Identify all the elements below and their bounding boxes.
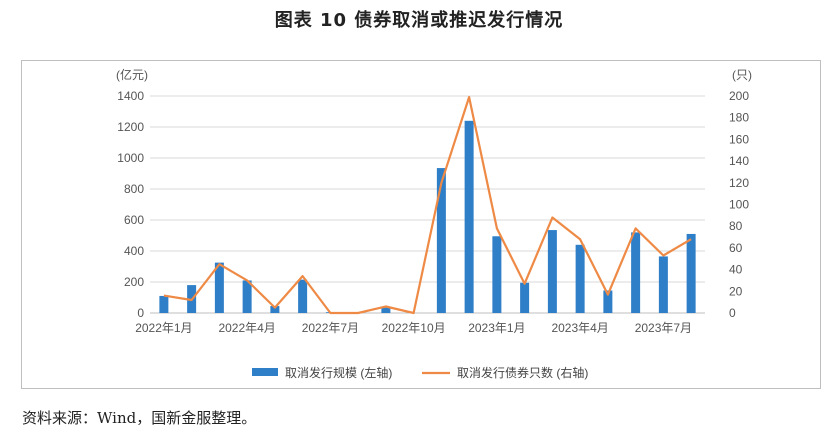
bar — [270, 306, 280, 313]
left-axis-tick-label: 1000 — [117, 151, 144, 165]
right-axis-tick-label: 200 — [729, 89, 749, 103]
right-axis-tick-label: 100 — [729, 198, 749, 212]
x-axis-tick-label: 2022年4月 — [218, 321, 275, 335]
x-axis-tick-label: 2022年7月 — [302, 321, 359, 335]
right-axis-tick-label: 180 — [729, 111, 749, 125]
bar — [575, 244, 585, 313]
bar — [520, 282, 530, 313]
x-axis-tick-label: 2023年7月 — [635, 321, 692, 335]
source-note: 资料来源：Wind，国新金服整理。 — [22, 409, 257, 427]
right-axis-unit: (只) — [732, 68, 752, 82]
bar — [658, 256, 668, 313]
left-axis-tick-label: 800 — [124, 182, 144, 196]
bar — [298, 279, 308, 313]
right-axis-tick-label: 0 — [729, 306, 736, 320]
x-axis-tick-label: 2022年10月 — [382, 321, 446, 335]
bar — [242, 280, 252, 313]
combo-chart: 0 200 400 600 800 1000 1200 1400 0 20 40 60 80 100 120… — [116, 67, 752, 380]
x-axis-tick-label: 2023年4月 — [551, 321, 608, 335]
bar — [159, 295, 169, 313]
left-axis-unit: (亿元) — [116, 67, 148, 82]
right-axis-tick-label: 80 — [729, 219, 743, 233]
bar — [464, 120, 474, 313]
bar — [547, 230, 557, 313]
right-axis-tick-label: 160 — [729, 132, 749, 146]
right-axis-tick-label: 20 — [729, 284, 743, 298]
legend-bar-swatch — [252, 368, 278, 376]
left-axis-tick-label: 600 — [124, 213, 144, 227]
left-axis-tick-label: 1400 — [117, 89, 144, 103]
left-axis-tick-label: 200 — [124, 275, 144, 289]
left-axis-tick-label: 400 — [124, 244, 144, 258]
right-axis-tick-label: 40 — [729, 263, 743, 277]
right-axis-tick-label: 120 — [729, 176, 749, 190]
x-axis-tick-label: 2023年1月 — [468, 321, 525, 335]
figure-title: 图表 10 债券取消或推迟发行情况 — [274, 10, 564, 31]
bar — [381, 307, 391, 313]
right-axis-tick-label: 140 — [729, 154, 749, 168]
bar — [603, 290, 613, 313]
line-series — [163, 95, 692, 315]
bar — [686, 233, 696, 313]
chart-frame: 0 200 400 600 800 1000 1200 1400 0 20 40 60 80 100 120… — [21, 60, 821, 389]
left-axis-tick-label: 1200 — [117, 120, 144, 134]
left-axis-tick-label: 0 — [137, 306, 144, 320]
right-axis-tick-label: 60 — [729, 241, 743, 255]
bar — [631, 232, 641, 313]
bar — [492, 236, 502, 313]
bar — [214, 262, 224, 313]
x-axis-tick-label: 2022年1月 — [135, 321, 192, 335]
legend-bar-label: 取消发行规模 (左轴) — [285, 365, 392, 380]
legend-line-label: 取消发行债券只数 (右轴) — [457, 365, 588, 380]
bar — [436, 168, 446, 313]
